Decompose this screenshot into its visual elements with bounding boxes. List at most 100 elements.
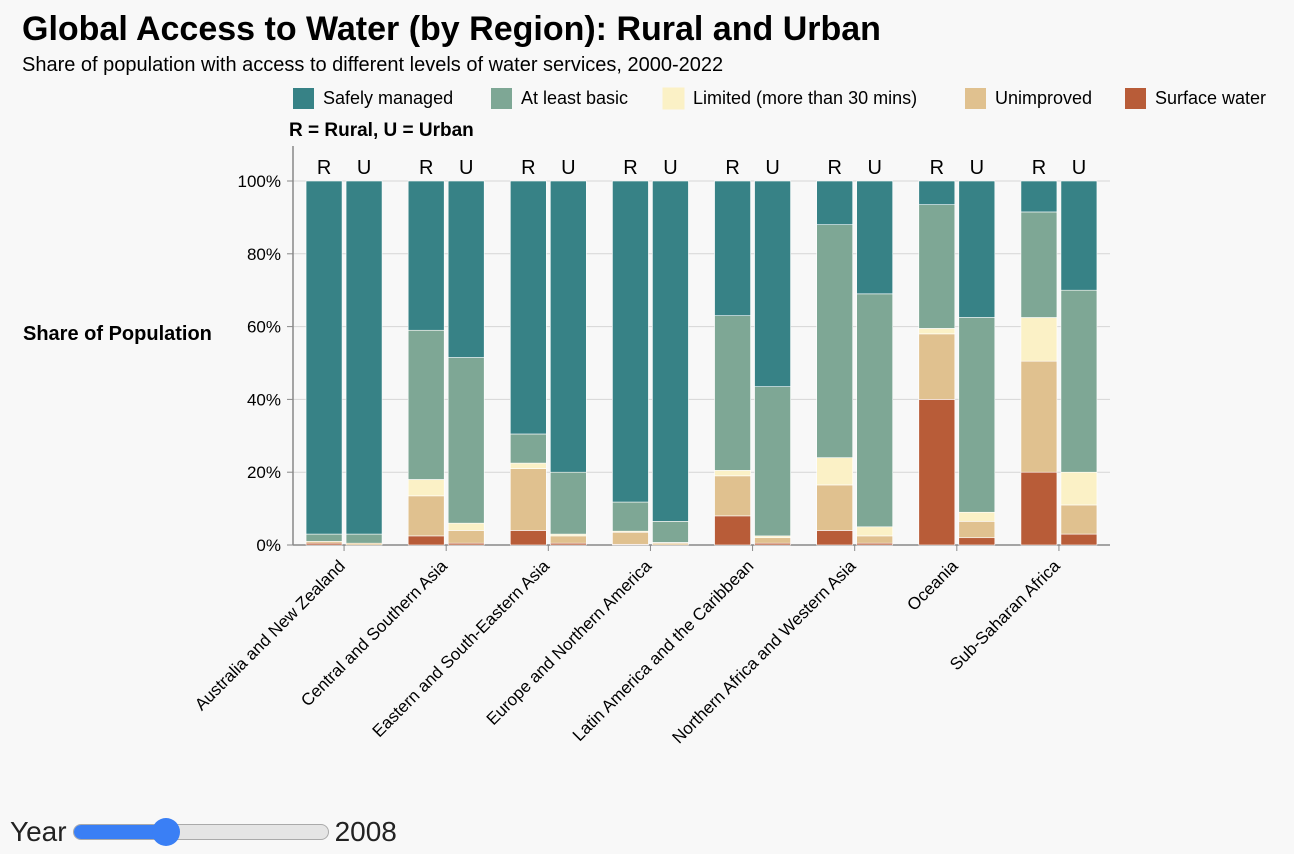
bar-label: U [459,157,473,179]
y-tick-label: 80% [247,245,281,264]
bar-label: R [1032,157,1046,179]
bar-label: R [317,157,331,179]
bar-segment [958,317,996,513]
bar-segment [918,399,956,546]
bar-segment [1020,360,1058,473]
bar-segment [447,530,485,544]
year-slider-label: Year [10,816,67,847]
bar-segment [1060,289,1098,473]
bar-label: R [725,157,739,179]
year-slider-value: 2008 [334,816,397,847]
x-tick-label: Europe and Northern America [483,556,656,729]
bar-segment [1020,211,1058,318]
legend-label: Limited (more than 30 mins) [693,88,917,108]
bar-segment [652,180,689,522]
bar-segment [1020,471,1058,546]
bar-label: U [561,157,575,179]
legend-swatch [1125,88,1146,109]
x-tick-label: Sub-Saharan Africa [946,556,1064,674]
bar-label: U [970,157,984,179]
chart-subtitle: Share of population with access to diffe… [22,54,724,76]
y-tick-label: 100% [238,172,281,191]
bar-segment [1060,504,1098,535]
bar-segment [510,180,547,435]
bar-segment [447,357,485,524]
bar-segment [510,530,547,546]
bar-segment [345,180,383,535]
chart-title: Global Access to Water (by Region): Rura… [22,10,881,48]
x-tick-label: Northern Africa and Western Asia [669,556,860,747]
y-tick-label: 0% [256,536,281,555]
year-slider-row: Year 2008 [10,812,397,852]
bar-segment [447,522,485,531]
bar-label: U [765,157,779,179]
legend-label: Unimproved [995,88,1092,108]
y-axis-title: Share of Population [23,323,212,345]
x-tick-label: Oceania [903,556,962,615]
bar-segment [714,470,751,477]
bar-segment [754,537,791,544]
bar-segment [407,495,445,537]
bar-segment [714,475,751,517]
bar-segment [447,180,485,358]
bar-segment [958,521,996,539]
year-slider[interactable] [72,818,329,846]
bar-label: U [867,157,881,179]
bar-label: U [663,157,677,179]
bar-segment [918,180,956,205]
legend-swatch [491,88,512,109]
bar-segment [305,533,343,542]
legend-label: At least basic [521,88,628,108]
legend-label: Safely managed [323,88,453,108]
y-tick-label: 40% [247,390,281,409]
bar-segment [816,484,853,531]
bar-segment [958,180,996,318]
x-tick-label: Latin America and the Caribbean [569,556,758,745]
bar-segment [918,328,956,335]
bar-label: R [623,157,637,179]
bar-segment [754,386,791,537]
bar-segment [1060,533,1098,546]
year-slider-thumb[interactable] [151,818,180,846]
bar-label: U [357,157,371,179]
bar-segment [510,468,547,531]
bar-segment [958,537,996,546]
bar-segment [550,471,587,535]
bar-segment [754,180,791,387]
bar-segment [816,224,853,458]
bar-segment [856,180,893,295]
x-tick-label: Eastern and South-Eastern Asia [369,556,554,741]
bar-segment [550,535,587,544]
rural-urban-note: R = Rural, U = Urban [289,120,474,141]
bar-segment [612,531,649,545]
bar-segment [1060,471,1098,506]
bar-segment [305,180,343,535]
bar-segment [1020,180,1058,213]
bar-segment [345,533,383,544]
year-slider-fill [73,825,166,839]
bar-label: R [419,157,433,179]
bar-segment [714,315,751,471]
legend-swatch [965,88,986,109]
bar-segment [1020,317,1058,362]
bar-segment [612,180,649,503]
stacked-bar-chart: 0% 20% 40% 60% 80% 100% Share of Population Saf… [23,87,1266,747]
bar-segment [612,501,649,532]
bar-label: U [1072,157,1086,179]
legend-swatch [293,88,314,109]
bar-label: R [930,157,944,179]
bar-segment [816,530,853,546]
bar-segment [407,535,445,546]
y-tick-label: 20% [247,463,281,482]
bar-label: R [827,157,841,179]
bar-segment [714,180,751,316]
bar-segment [958,511,996,522]
bar-segment [918,333,956,400]
bar-segment [407,180,445,331]
bar-segment [510,462,547,469]
bar-segment [407,329,445,480]
bar-segment [918,204,956,329]
bar-segment [856,535,893,544]
bar-segment [816,180,853,225]
bar-segment [714,515,751,546]
